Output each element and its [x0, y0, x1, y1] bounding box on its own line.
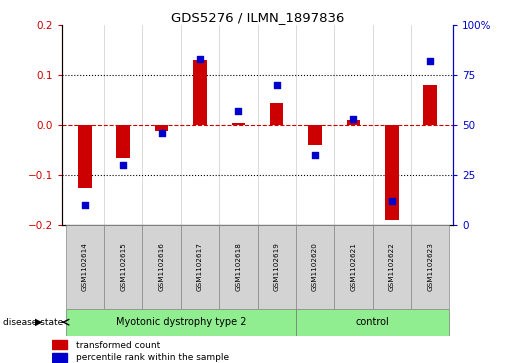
- Text: GSM1102617: GSM1102617: [197, 242, 203, 291]
- Bar: [296, 309, 450, 336]
- Bar: [347, 120, 360, 125]
- Bar: [65, 309, 296, 336]
- Bar: [308, 125, 322, 145]
- Text: GSM1102615: GSM1102615: [120, 242, 126, 291]
- Text: percentile rank within the sample: percentile rank within the sample: [76, 353, 229, 362]
- Point: [311, 152, 319, 158]
- Bar: [116, 125, 130, 158]
- Text: GSM1102622: GSM1102622: [389, 242, 395, 291]
- Bar: [411, 225, 450, 309]
- Point: [158, 130, 166, 136]
- Bar: [52, 340, 67, 349]
- Title: GDS5276 / ILMN_1897836: GDS5276 / ILMN_1897836: [171, 11, 344, 24]
- Bar: [104, 225, 142, 309]
- Text: GSM1102623: GSM1102623: [427, 242, 433, 291]
- Text: GSM1102618: GSM1102618: [235, 242, 242, 291]
- Bar: [181, 225, 219, 309]
- Bar: [423, 85, 437, 125]
- Bar: [219, 225, 258, 309]
- Point: [388, 198, 396, 204]
- Bar: [232, 123, 245, 125]
- Bar: [65, 225, 104, 309]
- Bar: [270, 103, 283, 125]
- Bar: [296, 225, 334, 309]
- Bar: [155, 125, 168, 131]
- Text: control: control: [356, 317, 389, 327]
- Point: [196, 56, 204, 62]
- Text: GSM1102619: GSM1102619: [273, 242, 280, 291]
- Bar: [78, 125, 92, 188]
- Bar: [334, 225, 373, 309]
- Text: GSM1102620: GSM1102620: [312, 242, 318, 291]
- Text: GSM1102614: GSM1102614: [82, 242, 88, 291]
- Text: GSM1102621: GSM1102621: [350, 242, 356, 291]
- Text: transformed count: transformed count: [76, 341, 160, 350]
- Point: [426, 58, 434, 64]
- Bar: [142, 225, 181, 309]
- Text: disease state: disease state: [3, 318, 63, 327]
- Point: [234, 108, 243, 114]
- Text: ▶: ▶: [35, 317, 42, 327]
- Point: [349, 116, 357, 122]
- Point: [81, 202, 89, 208]
- Bar: [385, 125, 399, 220]
- Bar: [373, 225, 411, 309]
- Point: [272, 82, 281, 88]
- Bar: [52, 353, 67, 362]
- Text: Myotonic dystrophy type 2: Myotonic dystrophy type 2: [115, 317, 246, 327]
- Bar: [258, 225, 296, 309]
- Point: [119, 162, 127, 168]
- Text: GSM1102616: GSM1102616: [159, 242, 165, 291]
- Bar: [193, 60, 207, 125]
